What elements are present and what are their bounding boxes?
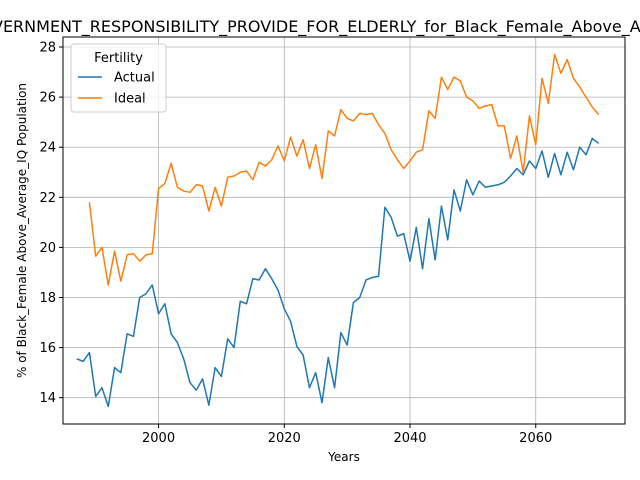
x-axis-ticks: 2000 2020 2040 2060 [142, 424, 552, 446]
legend-label-ideal: Ideal [114, 92, 146, 107]
y-tick-label: 20 [39, 241, 56, 256]
legend-label-actual: Actual [114, 71, 155, 86]
legend-title: Fertility [94, 51, 143, 66]
series-line-ideal [88, 53, 600, 286]
y-tick-label: 28 [39, 41, 56, 56]
y-tick-label: 24 [39, 141, 56, 156]
x-tick-label: 2020 [268, 431, 301, 446]
x-axis-label: Years [327, 450, 360, 464]
legend-entries: Actual Ideal [78, 71, 155, 107]
y-tick-label: 16 [39, 341, 56, 356]
series-lines [76, 53, 600, 408]
x-tick-label: 2060 [519, 431, 552, 446]
legend-box [70, 43, 167, 113]
y-tick-label: 26 [39, 91, 56, 106]
chart-title: GOVERNMENT_RESPONSIBILITY_PROVIDE_FOR_EL… [0, 17, 640, 37]
legend: Fertility Actual Ideal [70, 43, 167, 113]
y-tick-label: 14 [39, 391, 56, 406]
x-tick-label: 2040 [393, 431, 426, 446]
y-tick-label: 18 [39, 291, 56, 306]
plot-frame [62, 36, 626, 425]
x-tick-label: 2000 [142, 431, 175, 446]
grid [63, 37, 625, 424]
y-axis-ticks: 14 16 18 20 22 24 26 28 [39, 41, 63, 406]
series-line-actual [76, 137, 600, 408]
y-tick-label: 22 [39, 191, 56, 206]
y-axis-label: % of Black_Female Above_Average_IQ Popul… [15, 83, 29, 378]
